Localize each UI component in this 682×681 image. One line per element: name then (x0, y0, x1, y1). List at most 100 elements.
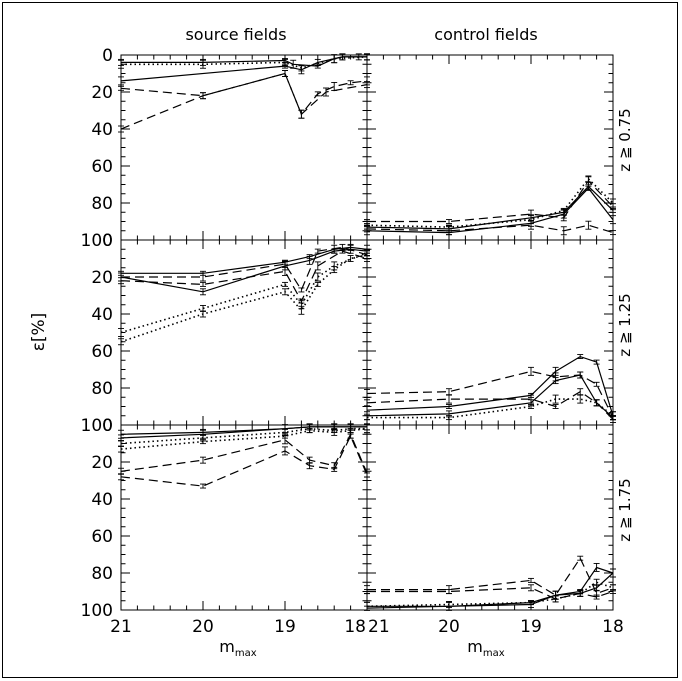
error-bar (528, 220, 534, 230)
error-bar (364, 225, 370, 233)
y-tick-label: 20 (91, 268, 113, 288)
error-bar (552, 394, 559, 404)
error-bar (200, 281, 206, 287)
series-line-dotted (120, 254, 368, 343)
error-bar (552, 404, 559, 409)
series-line-solid (367, 566, 614, 607)
row-label-1: z ≧ 0.75 (616, 108, 634, 171)
error-bar (593, 594, 600, 600)
error-bar (282, 446, 288, 456)
error-bar (364, 389, 370, 398)
error-bar (528, 584, 534, 592)
series-line-solid (120, 426, 367, 435)
series-line-dashed (120, 250, 368, 303)
series-line-dashed (367, 556, 614, 597)
error-bar (528, 577, 534, 583)
x-tick-label: 20 (192, 617, 214, 637)
error-bar (585, 220, 592, 230)
panel-frame (120, 424, 368, 611)
series-line-solid (366, 355, 614, 416)
error-bar (593, 578, 600, 586)
error-bar (585, 176, 592, 186)
error-bar (446, 404, 452, 409)
series-line-solid (120, 426, 367, 439)
panel-frame (366, 239, 614, 426)
series-line-dashed (120, 434, 368, 487)
column-title-control: control fields (434, 25, 537, 44)
error-bar (331, 81, 338, 91)
y-tick-label: 0 (102, 231, 113, 251)
y-tick-label: 60 (91, 157, 113, 177)
error-bar (339, 248, 346, 254)
error-bar (577, 371, 584, 379)
error-bar (593, 563, 600, 572)
error-bar (282, 435, 288, 445)
y-tick-label: 40 (91, 490, 113, 510)
error-bar (610, 589, 616, 594)
panel-1-1: 0 20 40 60 80 100 (81, 46, 370, 251)
error-bar (528, 366, 534, 376)
series-line-solid (366, 187, 614, 234)
error-bar (446, 415, 452, 421)
error-bar (610, 203, 616, 211)
error-bar (298, 300, 305, 310)
series-line-solid (366, 572, 614, 609)
y-tick-label: 20 (91, 83, 113, 103)
y-tick-label: 0 (102, 416, 113, 436)
series-line-dashed (120, 432, 368, 474)
x-axis-label-right-sub: max (483, 648, 505, 659)
series-line-solid (366, 185, 614, 230)
y-axis-label: ε[%] (29, 313, 49, 352)
error-bar (331, 466, 338, 472)
error-bar (528, 209, 534, 219)
error-bar (118, 338, 124, 346)
error-bar (347, 80, 354, 86)
y-tick-label: 80 (91, 379, 113, 399)
error-bar (298, 64, 305, 72)
error-bar (331, 261, 338, 271)
error-bar (446, 601, 452, 608)
error-bar (200, 483, 206, 489)
error-bar (314, 281, 321, 287)
error-bar (306, 462, 313, 470)
error-bar (364, 415, 370, 421)
x-axis-label-left-sub: max (235, 648, 257, 659)
error-bar (364, 601, 370, 611)
error-bar (593, 381, 600, 387)
y-tick-label: 40 (91, 305, 113, 325)
error-bar (577, 589, 584, 597)
error-bar (118, 125, 124, 133)
y-tick-label: 100 (81, 231, 113, 251)
series-line-dashed (120, 72, 368, 130)
error-bar (200, 305, 206, 312)
y-tick-label: 40 (91, 120, 113, 140)
error-bar (347, 433, 354, 439)
error-bar (610, 568, 616, 578)
y-tick-label: 60 (91, 527, 113, 547)
y-tick-label: 100 (81, 416, 113, 436)
error-bar (552, 595, 559, 603)
error-bar (314, 261, 321, 271)
error-bar (200, 92, 206, 100)
error-bar (282, 281, 288, 287)
series-line-dotted (121, 56, 368, 69)
y-tick-label: 80 (91, 564, 113, 584)
x-tick-label: 21 (110, 617, 132, 637)
error-bar (446, 394, 452, 404)
error-bar (118, 328, 124, 337)
error-bar (314, 248, 321, 254)
error-bar (528, 404, 534, 409)
error-bar (200, 59, 206, 69)
error-bar (577, 555, 584, 561)
error-bar (364, 589, 370, 594)
error-bar (200, 439, 206, 445)
y-tick-label: 0 (102, 46, 113, 66)
panel-3-2: 21 20 19 18 (364, 424, 624, 637)
error-bar (560, 226, 567, 236)
series-line-dotted (366, 177, 614, 228)
error-bar (118, 473, 124, 481)
y-tick-label: 20 (91, 453, 113, 473)
error-bar (577, 354, 584, 359)
error-bar (323, 87, 329, 97)
